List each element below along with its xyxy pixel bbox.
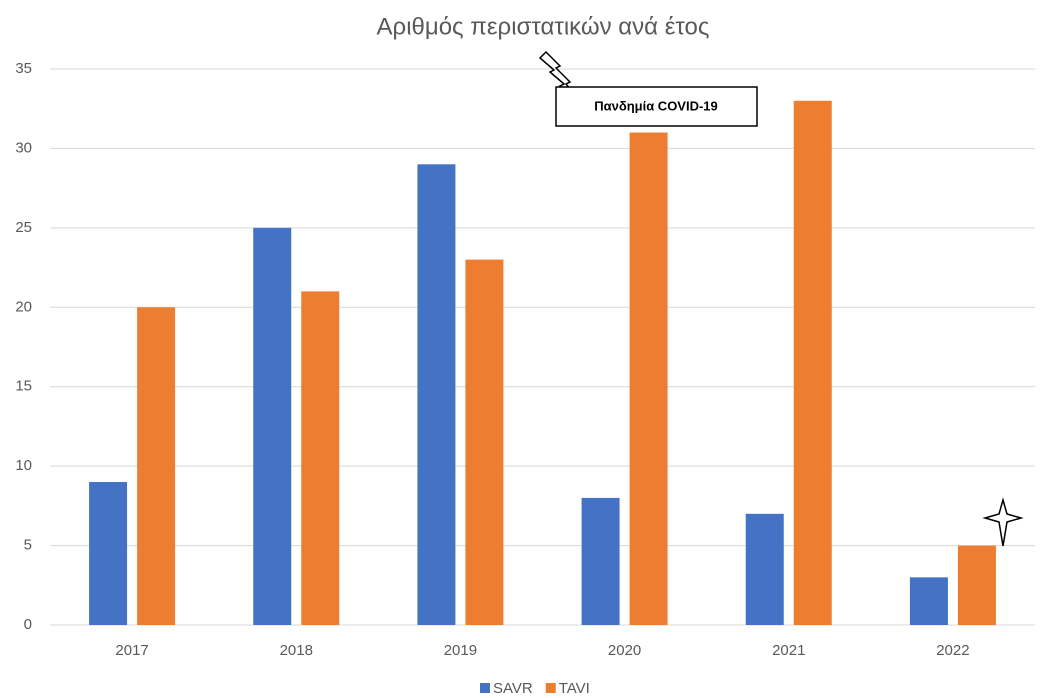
y-tick-label: 25	[15, 219, 32, 236]
y-tick-label: 35	[15, 60, 32, 77]
bar	[793, 100, 832, 626]
x-tick-label: 2018	[280, 642, 313, 659]
bar	[137, 307, 176, 625]
chart-title: Αριθμός περιστατικών ανά έτος	[377, 13, 710, 40]
y-tick-label: 10	[15, 457, 32, 474]
x-tick-label: 2021	[772, 642, 805, 659]
bar	[581, 497, 620, 625]
bar	[957, 545, 996, 625]
x-tick-label: 2020	[608, 642, 641, 659]
legend-label: SAVR	[493, 680, 533, 697]
bar	[465, 259, 504, 625]
y-tick-label: 20	[15, 298, 32, 315]
annotation-text: Πανδημία COVID-19	[594, 98, 718, 113]
y-tick-label: 15	[15, 378, 32, 395]
y-tick-label: 30	[15, 139, 32, 156]
annotation: Πανδημία COVID-19	[538, 50, 758, 127]
y-tick-label: 0	[24, 616, 32, 633]
x-tick-label: 2017	[115, 642, 148, 659]
legend-swatch	[480, 683, 490, 693]
annotation-box	[555, 86, 758, 127]
bar	[629, 132, 668, 626]
bar	[89, 482, 128, 625]
legend-swatch	[545, 683, 556, 693]
star-icon	[982, 497, 1024, 547]
bar	[301, 291, 340, 625]
bar	[253, 227, 292, 625]
bar	[417, 164, 456, 626]
x-tick-label: 2022	[936, 642, 969, 659]
x-tick-label: 2019	[444, 642, 477, 659]
bar	[745, 513, 784, 625]
legend-label: TAVI	[559, 680, 590, 697]
bar	[909, 577, 948, 625]
y-tick-label: 5	[24, 537, 32, 554]
